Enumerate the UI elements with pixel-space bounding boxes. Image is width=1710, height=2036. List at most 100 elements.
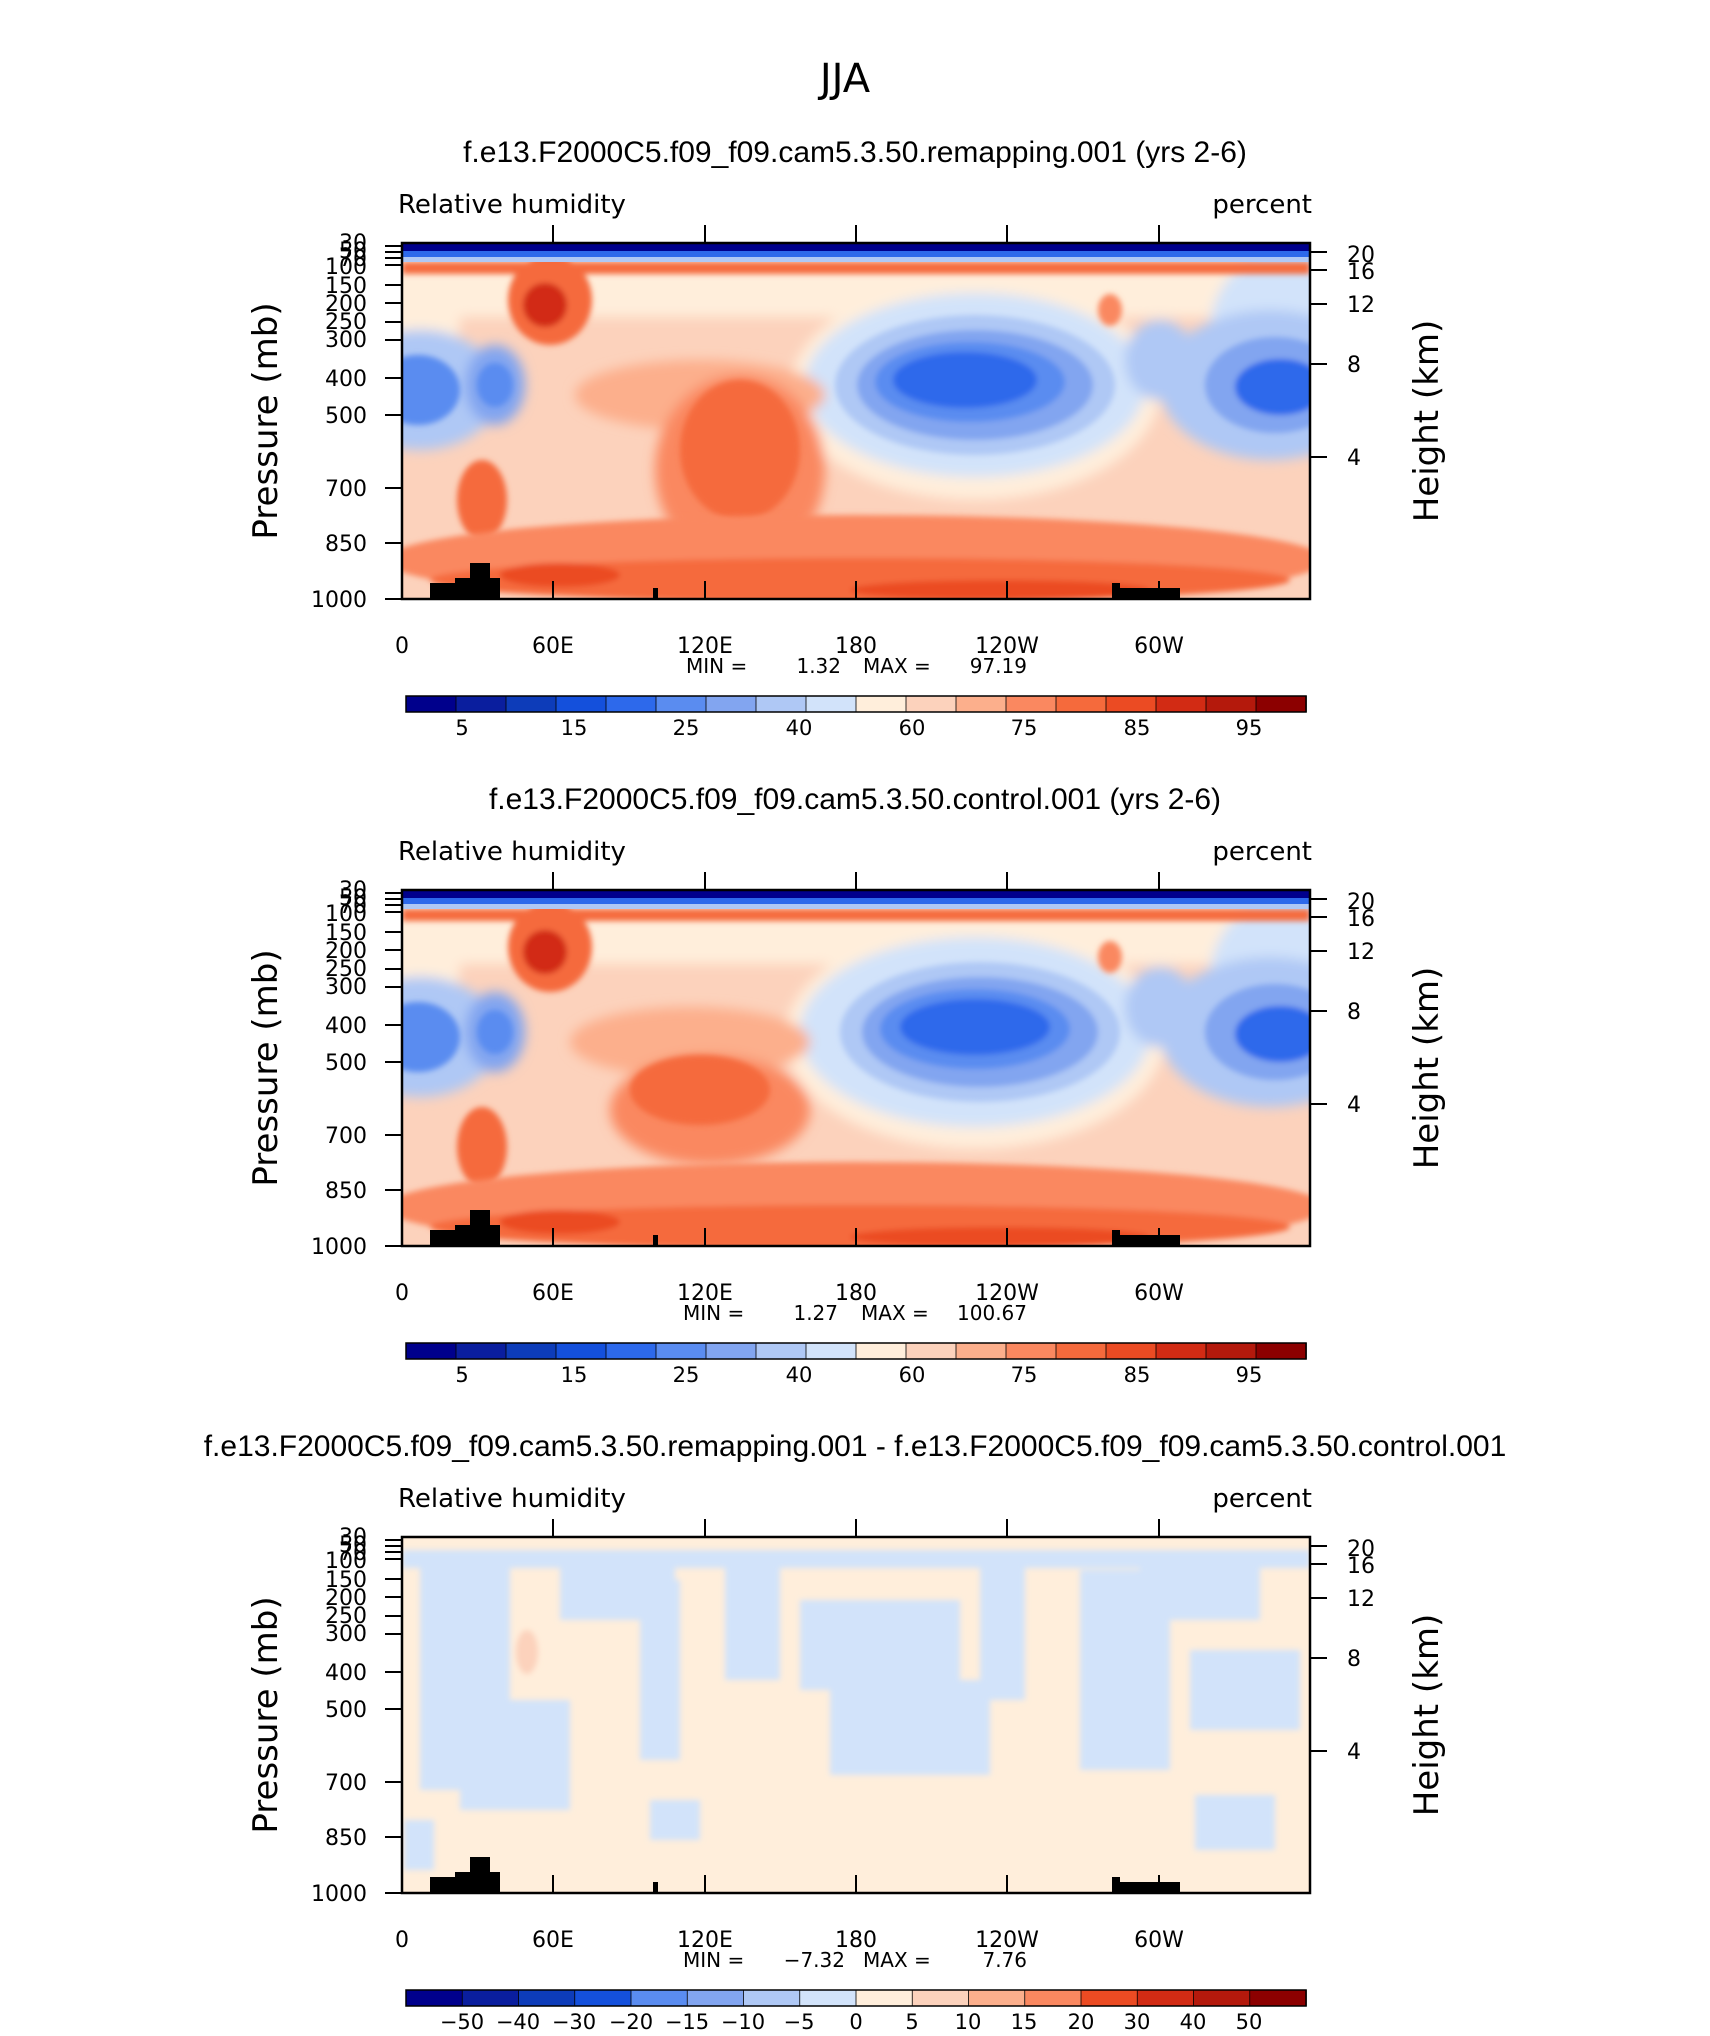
y-tick-label: 1000 [311,1235,367,1260]
colorbar-swatch [799,1989,857,2007]
y-axis-height: 20 16 12 8 4 [1310,243,1375,471]
colorbar-swatch [955,1342,1007,1360]
colorbar-swatch [555,1342,607,1360]
colorbar-swatch [655,695,707,713]
y-tick-label: 50 [339,886,367,911]
y-axis-label-right: Height (km) [1407,320,1447,523]
y-tick-label: 500 [325,1698,367,1723]
colorbar-tick-label: −20 [609,2010,653,2034]
colorbar-frame [405,1989,1307,2007]
min-label: MIN = [686,654,747,678]
colorbar-swatch [1055,695,1107,713]
x-axis: 0 60E 120E 180 120W 60W [395,1519,1184,1953]
y-tick-label: 200 [325,1586,367,1611]
height-tick-label: 4 [1347,1740,1361,1765]
colorbar-swatch [605,1342,657,1360]
colorbar-tick-label: 5 [455,1363,468,1387]
y-tick-label: 700 [325,1771,367,1796]
panel-title: f.e13.F2000C5.f09_f09.cam5.3.50.control.… [489,783,1221,816]
colorbar-tick-label: 75 [1011,1363,1038,1387]
colorbar-tick-label: −40 [496,2010,540,2034]
y-tick-label: 70 [339,894,367,919]
min-value: −7.32 [784,1948,845,1972]
x-tick-label: 120W [975,634,1039,659]
max-label: MAX = [861,1301,929,1325]
colorbar-swatch [1024,1989,1082,2007]
height-tick-label: 12 [1347,293,1375,318]
panel-control: f.e13.F2000C5.f09_f09.cam5.3.50.control.… [246,783,1447,1387]
x-axis: 0 60E 120E 180 120W 60W [395,225,1184,659]
colorbar-swatch [455,695,507,713]
height-tick-label: 8 [1347,353,1361,378]
height-tick-label: 16 [1347,907,1375,932]
x-tick-label: 60W [1134,1281,1184,1306]
height-tick-label: 12 [1347,940,1375,965]
colorbar-tick-label: 15 [561,1363,588,1387]
units-label: percent [1212,190,1312,220]
colorbar-tick-label: 50 [1236,2010,1263,2034]
y-tick-label: 300 [325,328,367,353]
colorbar-swatch [1205,1342,1257,1360]
colorbar-tick-label: −50 [440,2010,484,2034]
height-tick-label: 8 [1347,1647,1361,1672]
min-max-label: MIN = 1.32 MAX = 97.19 [686,654,1027,678]
min-value: 1.32 [796,654,841,678]
contour-field [402,890,1310,1246]
y-axis-pressure: 30 50 70 100 150 200 250 300 400 500 700… [311,1525,402,1907]
y-tick-label: 850 [325,532,367,557]
colorbar-tick-label: 15 [1011,2010,1038,2034]
y-tick-label: 100 [325,902,367,927]
x-tick-label: 120E [677,1928,733,1953]
colorbar-tick-label: 0 [849,2010,862,2034]
max-value: 100.67 [957,1301,1027,1325]
y-tick-label: 250 [325,310,367,335]
y-axis-label: Pressure (mb) [246,1596,286,1833]
colorbar-tick-label: −10 [721,2010,765,2034]
colorbar-tick-label: 40 [786,716,813,740]
colorbar-swatch [574,1989,632,2007]
colorbar-swatch [1205,695,1257,713]
colorbar-labels: 5 15 25 40 60 75 85 95 [455,716,1262,740]
y-tick-label: 100 [325,1549,367,1574]
x-tick-label: 0 [395,634,409,659]
colorbar-swatch [461,1989,520,2007]
variable-label: Relative humidity [398,1484,626,1514]
colorbar-swatch [855,1989,914,2007]
y-tick-label: 30 [339,1525,367,1550]
colorbar-swatch [755,695,807,713]
colorbar-tick-label: 85 [1124,716,1151,740]
y-tick-label: 100 [325,255,367,280]
max-label: MAX = [863,654,931,678]
colorbar-swatch [505,695,557,713]
contour-field [402,243,1310,599]
colorbar-swatch [855,1342,907,1360]
colorbar-swatch [455,1342,507,1360]
y-axis-pressure: 30 50 70 100 150 200 250 300 400 500 700… [311,878,402,1260]
x-tick-label: 180 [835,1928,877,1953]
y-tick-label: 850 [325,1826,367,1851]
height-tick-label: 4 [1347,446,1361,471]
colorbar-tick-label: 40 [1180,2010,1207,2034]
units-label: percent [1212,1484,1312,1514]
colorbar-swatch [755,1342,807,1360]
x-tick-label: 60W [1134,634,1184,659]
x-tick-label: 60E [532,1928,574,1953]
y-axis-label: Pressure (mb) [246,302,286,539]
y-tick-label: 150 [325,1568,367,1593]
panel-title: f.e13.F2000C5.f09_f09.cam5.3.50.remappin… [204,1430,1507,1463]
colorbar-swatch [1155,1342,1207,1360]
colorbar-swatch [1005,1342,1057,1360]
y-axis-label: Pressure (mb) [246,949,286,1186]
y-tick-label: 500 [325,404,367,429]
colorbar-tick-label: −5 [784,2010,815,2034]
colorbar-swatch [968,1989,1026,2007]
min-label: MIN = [683,1301,744,1325]
x-axis: 0 60E 120E 180 120W 60W [395,872,1184,1306]
colorbar-swatch [1136,1989,1195,2007]
y-axis-label-right: Height (km) [1407,967,1447,1170]
colorbar-swatch [855,695,907,713]
colorbar-swatch [405,695,457,713]
colorbar-frame [405,695,1307,713]
colorbar-tick-label: −15 [665,2010,709,2034]
